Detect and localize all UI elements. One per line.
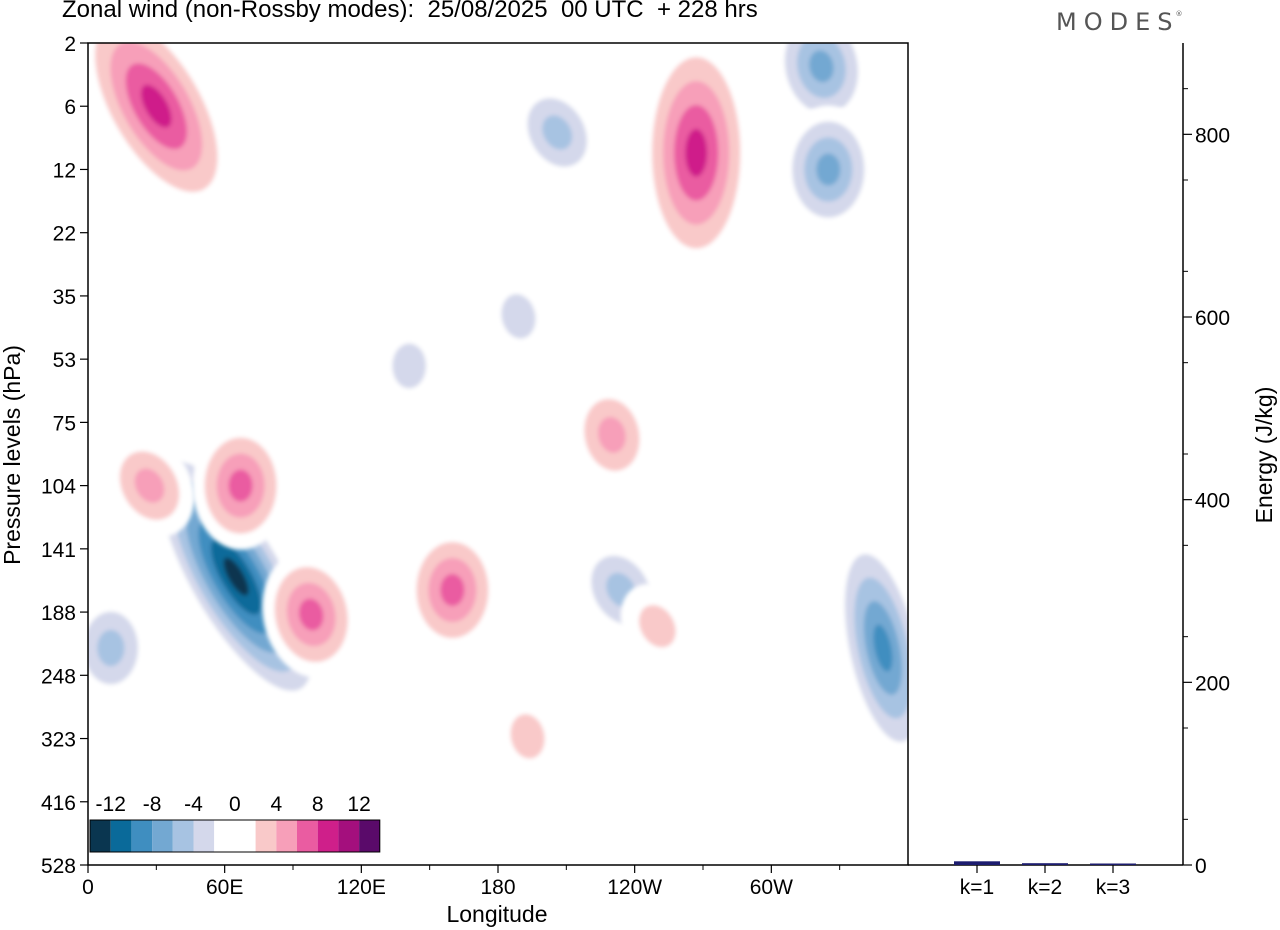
y-tick-label: 323 [41, 729, 76, 752]
colorbar-swatch [234, 820, 256, 852]
heatmap-contour [223, 557, 249, 596]
heatmap-contour [639, 605, 676, 648]
heatmap-feature [620, 583, 695, 669]
colorbar-swatch [172, 820, 194, 852]
heatmap-feature [493, 691, 562, 781]
heatmap-contour [873, 624, 893, 672]
heatmap-contour [134, 468, 165, 503]
x-axis-title: Longitude [446, 901, 547, 927]
brand-logo: MODES® [1056, 8, 1186, 36]
x-tick-label: 60E [206, 876, 243, 899]
page-title: Zonal wind (non-Rossby modes): 25/08/202… [62, 0, 758, 23]
colorbar-label: -4 [184, 793, 203, 816]
colorbar-swatch [214, 820, 235, 852]
axes: 0 60E 120E 180 120W 60W Longitude 2 6 12 22 35 53 75 1… [0, 33, 909, 927]
colorbar-swatch [338, 820, 360, 852]
heatmap-feature [772, 43, 871, 130]
y-tick-label: 6 [64, 96, 76, 119]
brand-text: MODES [1056, 8, 1180, 36]
y-tick-label: 53 [53, 349, 76, 372]
energy-bar [1090, 863, 1136, 865]
y-tick-label: 22 [53, 223, 76, 246]
x-tick-label: 60W [750, 876, 793, 899]
heatmap-feature [404, 526, 501, 654]
energy-tick-label: 800 [1195, 124, 1230, 147]
heatmap-feature [262, 551, 361, 678]
heatmap-contour [598, 416, 626, 453]
y-tick-label: 416 [41, 792, 76, 815]
y-tick-label: 188 [41, 602, 76, 625]
heatmap-feature [570, 381, 654, 489]
heatmap-contour [141, 84, 172, 128]
energy-bar-chart: 0 200 400 600 800 Energy (J/kg) k=1 k=2 k=3 [908, 43, 1277, 899]
heatmap-feature [375, 321, 443, 411]
energy-bar [1022, 863, 1068, 865]
colorbar-label: 0 [229, 793, 241, 816]
heatmap-feature [512, 81, 602, 184]
colorbar-label: -12 [96, 793, 126, 816]
bar-category-label: k=3 [1096, 876, 1130, 899]
x-tick-label: 120E [337, 876, 386, 899]
colorbar-swatch [317, 820, 339, 852]
heatmap-contour [440, 574, 465, 606]
y-axis-title: Pressure levels (hPa) [0, 345, 25, 565]
registered-mark: ® [1175, 10, 1183, 18]
y-tick-label: 35 [53, 286, 76, 309]
heatmap-contour [392, 343, 427, 389]
heatmap-feature [780, 105, 877, 234]
x-tick-label: 120W [607, 876, 662, 899]
energy-tick-label: 200 [1195, 672, 1230, 695]
energy-tick-label: 0 [1195, 855, 1207, 878]
y-tick-label: 2 [64, 33, 76, 56]
colorbar-swatch [359, 820, 380, 852]
colorbar-swatch [110, 820, 132, 852]
heatmap-contour [501, 294, 536, 339]
colorbar-label: 4 [270, 793, 282, 816]
colorbar-swatch [152, 820, 173, 852]
y-tick-label: 75 [53, 412, 76, 435]
colorbar-label: -8 [143, 793, 162, 816]
heatmap-feature [88, 593, 152, 703]
colorbar-frame [89, 819, 381, 853]
heatmap-feature [835, 530, 908, 766]
y-tick-label: 248 [41, 665, 76, 688]
x-tick-label: 0 [82, 876, 94, 899]
colorbar-swatch [255, 820, 277, 852]
energy-tick-label: 600 [1195, 307, 1230, 330]
bar-category-label: k=1 [960, 876, 994, 899]
heatmap-contour [542, 115, 573, 150]
colorbar-swatch [276, 820, 297, 852]
heatmap-feature [104, 434, 195, 537]
heatmap-feature [641, 43, 752, 273]
y-tick-label: 12 [53, 159, 76, 182]
heatmap-feature [192, 421, 289, 550]
colorbar-label: 12 [347, 793, 370, 816]
energy-bar [954, 861, 1000, 865]
heatmap-contour [228, 469, 253, 502]
y-tick-label: 104 [41, 476, 76, 499]
colorbar-swatch [193, 820, 215, 852]
heatmap-contour [97, 629, 125, 667]
colorbar-swatch [297, 820, 318, 852]
energy-tick-label: 400 [1195, 490, 1230, 513]
heatmap-contour [298, 598, 324, 631]
bar-category-label: k=2 [1028, 876, 1062, 899]
heatmap-contour [809, 50, 834, 83]
heatmap-feature [88, 43, 233, 214]
heatmap-contour [685, 128, 708, 177]
x-tick-label: 180 [480, 876, 515, 899]
colorbar: -12 -8 -4 0 4 8 12 [88, 785, 382, 855]
heatmap-contour [816, 153, 841, 186]
colorbar-swatch [131, 820, 153, 852]
y-tick-label: 141 [41, 539, 76, 562]
heatmap [88, 43, 908, 865]
y-tick-label: 528 [41, 855, 76, 878]
heatmap-contour [510, 714, 545, 759]
colorbar-label: 8 [312, 793, 324, 816]
colorbar-swatch [90, 820, 111, 852]
energy-axis-title: Energy (J/kg) [1251, 387, 1277, 524]
heatmap-feature [484, 271, 553, 361]
